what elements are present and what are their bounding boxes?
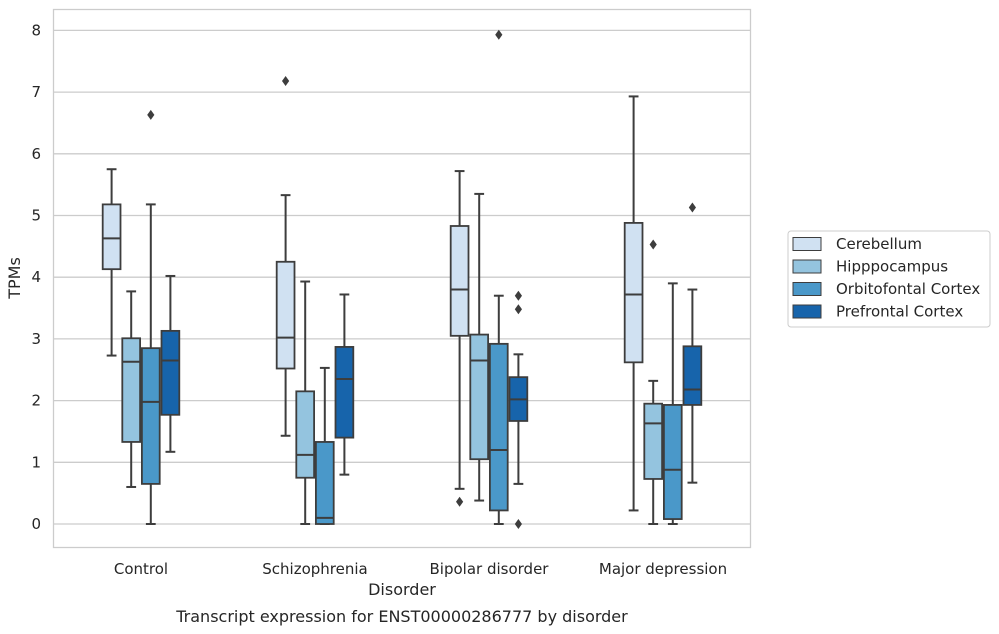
box-hipppocampus — [121, 290, 142, 488]
box-body — [275, 260, 296, 370]
y-tick-label: 7 — [31, 83, 41, 101]
legend-swatch — [792, 259, 822, 274]
legend-label: Cerebellum — [836, 235, 922, 253]
x-axis-ticks: Control Schizophrenia Bipolar disorder Majo… — [114, 560, 727, 578]
box-body — [643, 402, 663, 480]
x-tick-label: Control — [114, 560, 168, 578]
legend-label: Prefrontal Cortex — [836, 303, 963, 321]
y-tick-label: 4 — [31, 268, 41, 286]
box-body — [623, 222, 644, 364]
x-tick-label: Major depression — [599, 560, 727, 578]
box-cerebellum — [275, 75, 296, 437]
y-tick-label: 6 — [31, 145, 41, 163]
box-body — [469, 333, 489, 461]
y-tick-label: 8 — [31, 21, 41, 39]
y-tick-label: 5 — [31, 207, 41, 225]
x-tick-label: Bipolar disorder — [430, 560, 550, 578]
box-body — [488, 342, 509, 512]
y-tick-label: 2 — [31, 392, 41, 410]
box-orbitofontal-cortex — [488, 29, 509, 525]
outlier-point — [514, 519, 522, 529]
outlier-point — [688, 202, 696, 213]
box-cerebellum — [623, 95, 644, 512]
outlier-point — [649, 239, 657, 250]
outlier-point — [456, 496, 464, 507]
outlier-point — [282, 75, 290, 86]
legend-frame — [787, 230, 991, 328]
box-body — [160, 329, 181, 416]
y-tick-label: 1 — [31, 453, 41, 471]
legend-label: Orbitofontal Cortex — [836, 280, 980, 298]
y-tick-label: 3 — [31, 330, 41, 348]
box-prefrontal-cortex — [682, 202, 703, 484]
legend: Cerebellum Hipppocampus Orbitofontal Corte… — [787, 230, 991, 328]
box-hipppocampus — [295, 280, 315, 525]
legend-swatch — [792, 237, 822, 251]
box-body — [140, 347, 161, 485]
box-prefrontal-cortex — [160, 274, 181, 453]
box-orbitofontal-cortex — [663, 282, 683, 525]
box-body — [121, 337, 142, 443]
box-body — [334, 346, 355, 439]
x-axis-title: Disorder — [368, 580, 436, 599]
outlier-point — [495, 29, 503, 40]
box-orbitofontal-cortex — [314, 366, 335, 525]
box-cerebellum — [449, 170, 470, 507]
box-cerebellum — [101, 168, 122, 357]
legend-label: Hipppocampus — [836, 258, 948, 276]
legend-swatch — [792, 304, 822, 319]
box-body — [314, 441, 335, 525]
y-tick-label: 0 — [31, 515, 41, 533]
outlier-point — [147, 109, 155, 120]
box-hipppocampus — [643, 239, 663, 525]
box-body — [295, 390, 315, 479]
box-hipppocampus — [469, 192, 489, 502]
plot-frame — [52, 8, 752, 549]
box-prefrontal-cortex — [508, 290, 529, 529]
y-axis-ticks: 0 1 2 3 4 5 6 7 8 — [31, 21, 41, 533]
box-body — [663, 404, 683, 520]
box-body — [449, 225, 470, 337]
box-orbitofontal-cortex — [140, 109, 161, 525]
outlier-point — [514, 290, 522, 301]
x-tick-label: Schizophrenia — [262, 560, 367, 578]
box-body — [101, 203, 122, 271]
outlier-point — [514, 304, 522, 315]
y-axis-title: TPMs — [5, 257, 24, 300]
legend-swatch — [792, 282, 822, 296]
box-body — [682, 345, 703, 406]
chart-caption: Transcript expression for ENST0000028677… — [175, 607, 628, 626]
boxes — [101, 29, 703, 529]
box-prefrontal-cortex — [334, 293, 355, 476]
